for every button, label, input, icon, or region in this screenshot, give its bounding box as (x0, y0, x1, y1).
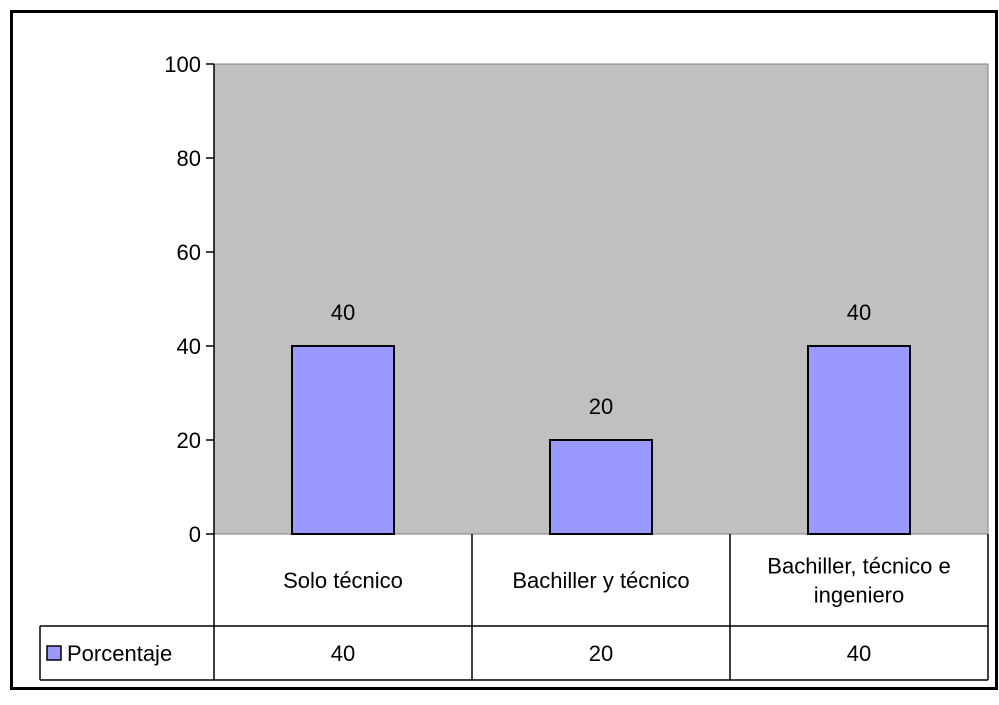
table-cell-value: 40 (331, 641, 355, 666)
y-tick-label: 100 (164, 52, 201, 77)
data-label: 40 (847, 300, 871, 325)
y-tick-label: 0 (189, 522, 201, 547)
y-tick-label: 60 (177, 240, 201, 265)
y-tick-label: 20 (177, 428, 201, 453)
x-category-label: Solo técnico (283, 568, 403, 593)
data-labels: 40 20 40 (331, 300, 871, 419)
table-cell-value: 40 (847, 641, 871, 666)
data-table: Solo técnico Bachiller y técnico Bachiller… (39, 534, 989, 681)
y-tick-label: 40 (177, 334, 201, 359)
bars (291, 345, 911, 535)
legend-label: Porcentaje (67, 641, 172, 666)
x-category-label: Bachiller, técnico e (767, 554, 950, 579)
y-tick-label: 80 (177, 146, 201, 171)
table-cell-value: 20 (589, 641, 613, 666)
legend-swatch (46, 645, 62, 661)
data-label: 20 (589, 394, 613, 419)
data-label: 40 (331, 300, 355, 325)
bar (549, 439, 653, 535)
bar (807, 345, 911, 535)
x-category-label: ingeniero (814, 583, 905, 608)
bar (291, 345, 395, 535)
y-axis: 0 20 40 60 80 100 (164, 52, 215, 547)
x-category-label: Bachiller y técnico (512, 568, 689, 593)
